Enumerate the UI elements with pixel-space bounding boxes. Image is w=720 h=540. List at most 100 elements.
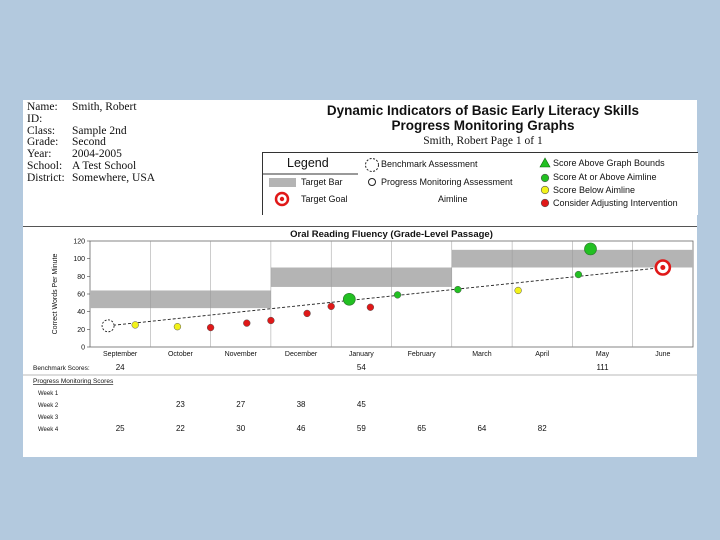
progress-point bbox=[366, 303, 375, 311]
progress-point bbox=[303, 309, 311, 318]
report-title-line2: Progress Monitoring Graphs bbox=[391, 118, 575, 133]
student-row: Grade: Second bbox=[27, 137, 155, 149]
progress-chart: Oral Reading Fluency (Grade-Level Passag… bbox=[23, 229, 697, 433]
report-sheet: Name: Smith, Robert ID: Class: Sample 2nd Gra… bbox=[23, 100, 698, 458]
benchmark-point bbox=[342, 292, 356, 306]
student-field-label: Year: bbox=[27, 148, 52, 161]
progress-point bbox=[267, 316, 275, 325]
pm-score: 30 bbox=[236, 424, 245, 433]
pm-score: 25 bbox=[116, 424, 125, 433]
x-tick-label: February bbox=[408, 351, 437, 358]
progress-point bbox=[514, 286, 522, 295]
legend-consider-icon bbox=[540, 198, 550, 208]
benchmark-score: 54 bbox=[357, 363, 366, 372]
legend-target-bar-label: Target Bar bbox=[301, 177, 343, 187]
legend-benchmark-label: Benchmark Assessment bbox=[381, 159, 478, 169]
x-tick-label: January bbox=[349, 351, 374, 358]
target-goal-center bbox=[660, 265, 666, 270]
legend-target-goal-label: Target Goal bbox=[301, 194, 348, 204]
legend-progress-icon bbox=[368, 178, 376, 186]
student-field-label: Name: bbox=[27, 101, 58, 113]
progress-point bbox=[393, 291, 402, 299]
benchmark-score: 111 bbox=[596, 363, 609, 372]
legend-target-goal-dot bbox=[279, 196, 285, 202]
week-label: Week 4 bbox=[38, 427, 59, 433]
pm-score: 22 bbox=[176, 424, 185, 433]
x-tick-label: March bbox=[472, 351, 492, 358]
student-row: Name: Smith, Robert bbox=[27, 101, 155, 114]
y-tick-label: 100 bbox=[73, 256, 85, 263]
y-tick-label: 20 bbox=[77, 327, 85, 334]
y-tick-label: 80 bbox=[77, 274, 85, 281]
student-field-value: A Test School bbox=[72, 159, 137, 172]
legend-title: Legend bbox=[287, 156, 329, 170]
progress-point bbox=[206, 323, 215, 332]
student-field-label: Grade: bbox=[27, 136, 59, 149]
student-field-value: Somewhere, USA bbox=[72, 171, 156, 184]
progress-point bbox=[454, 285, 462, 294]
report-subtitle: Smith, Robert Page 1 of 1 bbox=[423, 135, 543, 147]
student-info: Name: Smith, Robert ID: Class: Sample 2nd Gra… bbox=[27, 101, 156, 185]
legend-below-icon bbox=[540, 185, 550, 195]
student-field-label: School: bbox=[27, 159, 63, 172]
legend-aimline-label: Aimline bbox=[438, 194, 468, 204]
pm-score: 59 bbox=[357, 424, 366, 433]
pm-score: 45 bbox=[357, 400, 366, 409]
legend-at-above-icon bbox=[540, 173, 550, 183]
legend-target-bar-swatch bbox=[269, 178, 296, 187]
legend-above-bounds-icon bbox=[539, 157, 551, 168]
student-field-label: Class: bbox=[27, 124, 56, 137]
pm-score: 82 bbox=[538, 424, 547, 433]
chart-title: Oral Reading Fluency (Grade-Level Passag… bbox=[290, 229, 493, 240]
pm-score: 38 bbox=[297, 400, 306, 409]
x-tick-label: April bbox=[535, 351, 549, 358]
student-field-label: District: bbox=[27, 171, 65, 184]
y-tick-label: 60 bbox=[77, 292, 85, 299]
student-row: Year: 2004-2005 bbox=[27, 148, 155, 161]
x-tick-label: October bbox=[168, 351, 194, 358]
x-tick-label: September bbox=[103, 351, 138, 358]
x-tick-label: June bbox=[655, 351, 670, 358]
progress-point bbox=[327, 302, 335, 311]
y-tick-label: 0 bbox=[81, 345, 85, 352]
legend-consider-label: Consider Adjusting Intervention bbox=[553, 198, 678, 208]
week-label: Week 2 bbox=[38, 403, 59, 409]
progress-point bbox=[243, 319, 251, 327]
legend-symbols bbox=[263, 157, 551, 208]
student-field-value: 2004-2005 bbox=[72, 148, 122, 161]
benchmark-scores-label: Benchmark Scores: bbox=[33, 365, 90, 372]
pm-scores-title: Progress Monitoring Scores bbox=[33, 378, 114, 385]
legend: Legend Benchmark Assessment Target Bar P… bbox=[262, 152, 698, 215]
y-tick-label: 120 bbox=[73, 239, 85, 246]
chart-area: Oral Reading Fluency (Grade-Level Passag… bbox=[23, 226, 697, 458]
benchmark-point bbox=[101, 319, 115, 333]
legend-above-bounds-label: Score Above Graph Bounds bbox=[553, 158, 665, 168]
legend-at-above-label: Score At or Above Aimline bbox=[553, 172, 657, 182]
student-row: Class: Sample 2nd bbox=[27, 124, 155, 138]
progress-point bbox=[574, 270, 583, 279]
student-row: School: A Test School bbox=[27, 159, 155, 173]
progress-point bbox=[173, 323, 182, 331]
week-label: Week 1 bbox=[38, 391, 59, 397]
student-row: District: Somewhere, USA bbox=[27, 171, 156, 185]
aimline bbox=[108, 267, 663, 327]
student-field-value: Smith, Robert bbox=[72, 101, 137, 113]
benchmark-score: 24 bbox=[116, 363, 125, 372]
x-tick-label: May bbox=[596, 351, 610, 358]
legend-below-label: Score Below Aimline bbox=[553, 185, 636, 195]
y-axis-label: Correct Words Per Minute bbox=[52, 254, 59, 335]
report-title-line1: Dynamic Indicators of Basic Early Litera… bbox=[326, 103, 640, 118]
legend-progress-label: Progress Monitoring Assessment bbox=[381, 177, 513, 187]
pm-score: 64 bbox=[477, 424, 486, 433]
student-field-value: Sample 2nd bbox=[72, 124, 127, 137]
target-bar bbox=[270, 267, 452, 287]
week-label: Week 3 bbox=[38, 415, 59, 421]
student-row: ID: bbox=[27, 112, 155, 126]
legend-benchmark-icon bbox=[365, 158, 379, 172]
pm-score: 46 bbox=[297, 424, 306, 433]
y-tick-label: 40 bbox=[77, 309, 85, 316]
student-field-label: ID: bbox=[27, 112, 43, 125]
x-tick-label: December bbox=[285, 351, 318, 358]
report-title: Dynamic Indicators of Basic Early Litera… bbox=[283, 103, 683, 133]
pm-score: 65 bbox=[417, 424, 426, 433]
